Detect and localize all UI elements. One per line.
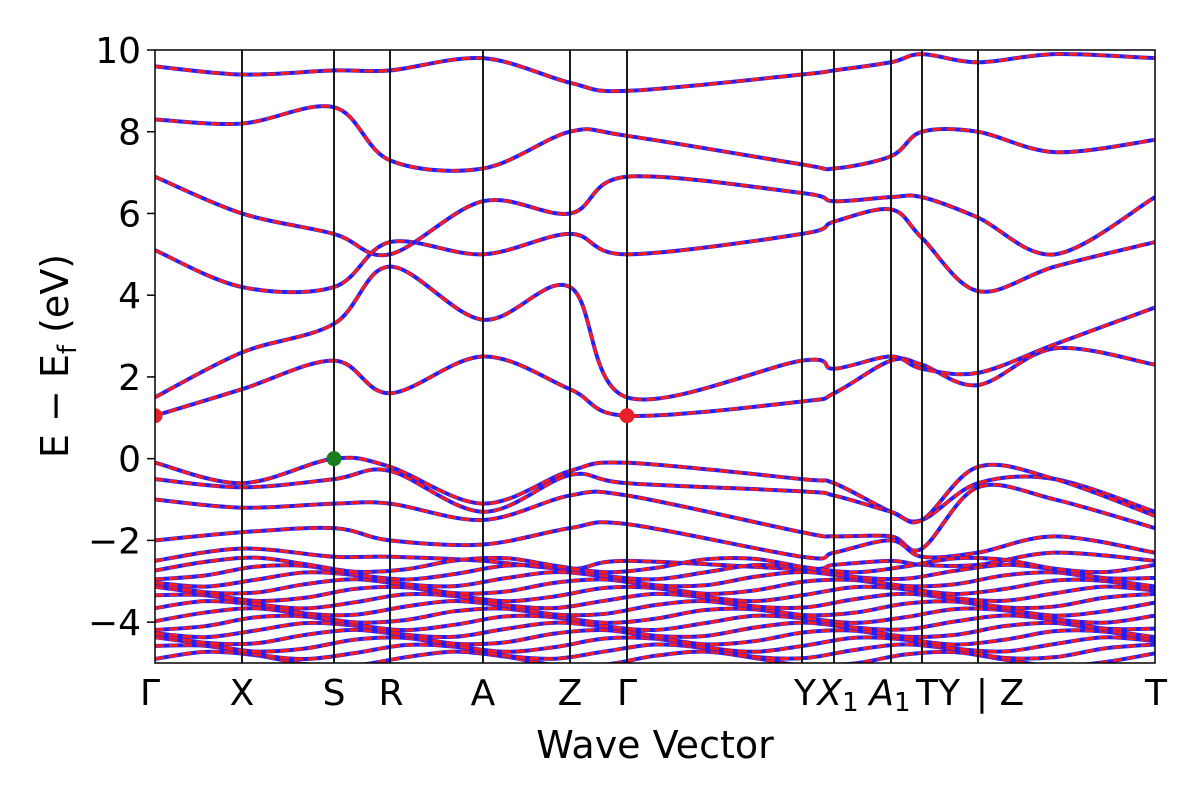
y-axis-label: E − Ef (eV) <box>33 254 83 458</box>
x-tick-label: Γ <box>617 673 637 714</box>
y-tick-label: −4 <box>88 603 141 644</box>
vbm-marker <box>326 451 342 467</box>
y-tick-label: 6 <box>118 194 141 235</box>
core-band <box>155 642 1155 661</box>
cbm-marker <box>619 408 635 424</box>
y-axis-label-sub: f <box>53 344 83 354</box>
x-tick-label: T <box>1144 673 1168 714</box>
conduction-band-blue <box>155 174 1155 258</box>
conduction-band-blue <box>155 206 1155 295</box>
x-tick-label: Z <box>558 673 583 714</box>
y-tick-label: 2 <box>118 358 141 399</box>
y-tick-label: 4 <box>118 276 141 317</box>
conduction-band <box>155 207 1155 294</box>
conduction-band <box>155 265 1155 401</box>
y-axis-ticks: 10 8 6 4 2 0 −2 −4 <box>88 31 155 644</box>
x-tick-label: S <box>323 673 346 714</box>
core-band <box>155 570 1155 589</box>
y-tick-label: −2 <box>88 521 141 562</box>
x-tick-label: TY <box>915 673 961 714</box>
conduction-band <box>155 174 1155 257</box>
core-band <box>155 592 1155 610</box>
markers-layer <box>155 408 635 467</box>
y-axis-label-unit: (eV) <box>33 254 77 345</box>
core-band <box>155 556 1155 574</box>
cbm-marker <box>155 408 163 424</box>
x-tick-label: Y <box>793 673 817 714</box>
valence-band <box>155 483 1155 552</box>
x-axis-label: Wave Vector <box>536 723 774 767</box>
conduction-band-blue <box>155 345 1155 418</box>
y-tick-label: 8 <box>118 113 141 154</box>
x-tick-label: A <box>471 673 496 714</box>
core-band <box>155 621 1155 639</box>
x-tick-label: | Z <box>976 673 1024 714</box>
plot-frame <box>154 49 1156 664</box>
valence-band <box>155 463 1155 524</box>
conduction-band <box>155 346 1155 418</box>
core-band <box>155 613 1155 632</box>
valence-band-blue <box>155 462 1155 525</box>
y-axis-label-main: E − E <box>33 354 77 458</box>
y-tick-label: 0 <box>118 440 141 481</box>
valence-band <box>155 520 1155 560</box>
x-tick-label: Γ <box>140 673 160 714</box>
x-tick-label: X <box>230 673 255 714</box>
kpoint-lines <box>241 50 979 663</box>
x-tick-label: R <box>378 673 403 714</box>
x-tick-label: X1 <box>815 673 858 718</box>
y-tick-label: 10 <box>95 31 141 72</box>
bands-layer <box>155 52 1155 663</box>
core-band <box>155 606 1155 625</box>
core-band <box>155 563 1155 582</box>
valence-band-blue <box>155 482 1155 553</box>
x-tick-label: A1 <box>867 673 910 718</box>
